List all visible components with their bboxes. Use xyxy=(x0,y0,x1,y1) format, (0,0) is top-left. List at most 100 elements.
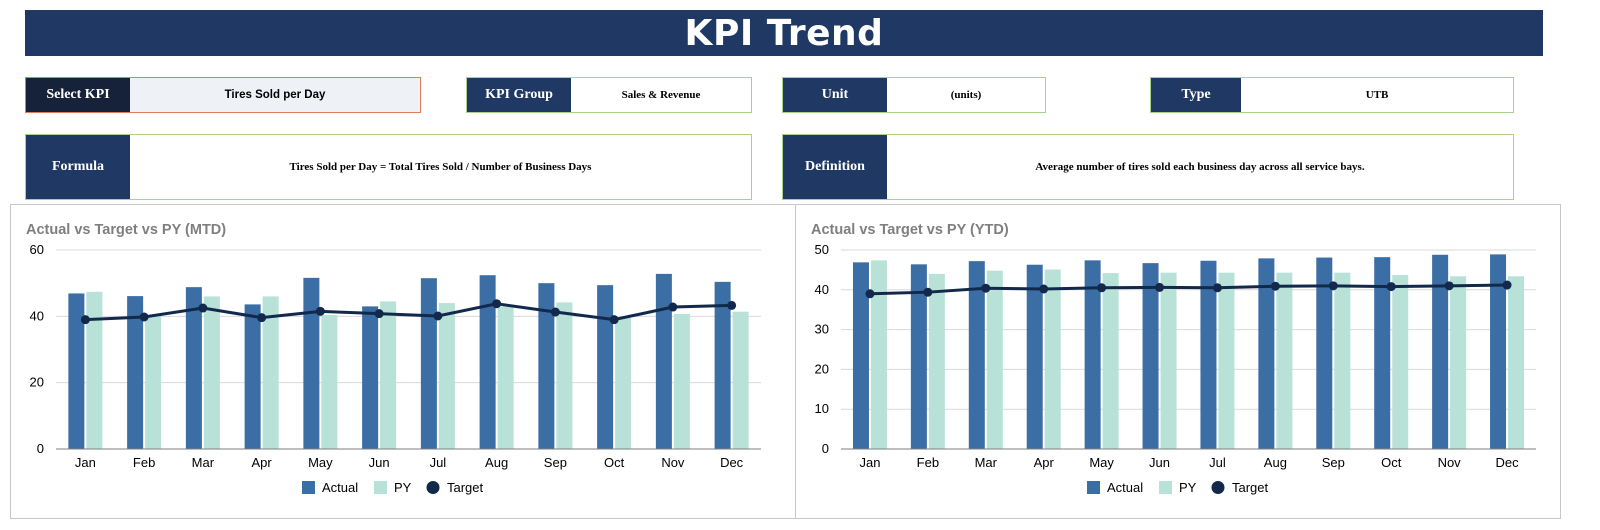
mtd-bar-actual xyxy=(68,293,85,449)
ytd-target-line xyxy=(869,283,1508,296)
unit-field: Unit (units) xyxy=(782,77,1046,113)
ytd-chart-panel: Actual vs Target vs PY (YTD) 0 10 20 30 40 50 J… xyxy=(795,204,1561,519)
ytd-bar-py xyxy=(1218,272,1235,449)
ytd-bar-py xyxy=(870,260,887,449)
ytd-target-point xyxy=(865,289,875,299)
kpi-group-label: KPI Group xyxy=(467,78,571,112)
mtd-target-point xyxy=(257,313,267,323)
ytd-x-tick-label: Nov xyxy=(1438,455,1462,470)
mtd-target-point xyxy=(727,300,737,310)
mtd-legend-target-swatch xyxy=(426,481,440,494)
mtd-chart-title: Actual vs Target vs PY (MTD) xyxy=(26,222,226,238)
ytd-bar-actual xyxy=(1200,260,1217,449)
mtd-bar-actual xyxy=(538,283,555,449)
mtd-bar-py xyxy=(380,301,397,449)
ytd-y-tick-label: 30 xyxy=(815,322,829,337)
mtd-bar-py xyxy=(438,303,455,449)
ytd-target-point xyxy=(1444,281,1454,291)
ytd-y-tick-label: 20 xyxy=(815,361,829,376)
select-kpi-value[interactable]: Tires Sold per Day xyxy=(130,78,420,112)
select-kpi-label: Select KPI xyxy=(26,78,130,112)
type-value: UTB xyxy=(1365,89,1389,101)
ytd-bar-py xyxy=(928,273,945,449)
ytd-x-tick-label: May xyxy=(1089,455,1114,470)
mtd-legend-actual-swatch xyxy=(302,481,315,494)
mtd-x-tick-label: Oct xyxy=(604,455,625,470)
kpi-group-value: Sales & Revenue xyxy=(621,89,701,101)
mtd-target-point xyxy=(433,311,443,321)
mtd-target-point xyxy=(139,312,149,322)
ytd-x-tick-label: Jul xyxy=(1209,455,1226,470)
ytd-bar-py xyxy=(1392,275,1409,449)
mtd-legend-actual: Actual xyxy=(322,480,358,495)
mtd-x-tick-label: Feb xyxy=(133,455,155,470)
mtd-bar-actual xyxy=(362,306,379,449)
ytd-y-tick-label: 0 xyxy=(822,441,829,456)
ytd-x-tick-label: Oct xyxy=(1381,455,1402,470)
mtd-bar-actual xyxy=(185,287,202,449)
ytd-x-tick-label: Jun xyxy=(1149,455,1170,470)
ytd-x-tick-label: Jan xyxy=(859,455,880,470)
ytd-bar-actual xyxy=(1258,258,1275,449)
ytd-x-tick-label: Sep xyxy=(1322,455,1345,470)
mtd-bar-py xyxy=(321,315,338,449)
mtd-bar-py xyxy=(732,311,749,449)
mtd-target-point xyxy=(492,299,502,309)
ytd-y-tick-label: 40 xyxy=(815,282,829,297)
mtd-legend-target: Target xyxy=(447,480,484,495)
mtd-target-point xyxy=(550,307,560,317)
mtd-x-tick-label: Sep xyxy=(544,455,567,470)
mtd-bar-py xyxy=(615,317,632,449)
mtd-y-tick-label: 20 xyxy=(30,375,44,390)
mtd-bar-py xyxy=(673,314,690,449)
kpi-group-field: KPI Group Sales & Revenue xyxy=(466,77,752,113)
mtd-x-tick-label: Nov xyxy=(661,455,685,470)
definition-field: Definition Average number of tires sold … xyxy=(782,134,1514,200)
ytd-bar-actual xyxy=(1490,254,1507,449)
mtd-bar-actual xyxy=(479,275,496,449)
mtd-bar-actual xyxy=(655,273,672,449)
ytd-target-point xyxy=(981,283,991,293)
mtd-y-tick-label: 0 xyxy=(37,441,44,456)
mtd-bar-actual xyxy=(303,277,320,449)
formula-field: Formula Tires Sold per Day = Total Tires… xyxy=(25,134,752,200)
mtd-chart-panel: Actual vs Target vs PY (MTD) 0 20 40 60 Jan Fe… xyxy=(10,204,800,519)
ytd-bar-py xyxy=(1450,276,1467,449)
ytd-bar-actual xyxy=(968,261,985,449)
ytd-bar-actual xyxy=(1084,260,1101,449)
definition-value: Average number of tires sold each busine… xyxy=(1035,161,1365,173)
ytd-legend-py-swatch xyxy=(1159,481,1172,494)
ytd-bar-py xyxy=(1276,272,1293,449)
ytd-target-point xyxy=(1155,282,1165,292)
ytd-target-point xyxy=(1328,281,1338,291)
ytd-bar-py xyxy=(1334,272,1351,449)
mtd-bar-py xyxy=(262,296,279,449)
mtd-x-tick-label: Aug xyxy=(485,455,508,470)
mtd-target-point xyxy=(609,315,619,325)
mtd-x-tick-label: Jun xyxy=(369,455,390,470)
ytd-legend-actual-swatch xyxy=(1087,481,1100,494)
ytd-x-tick-label: Aug xyxy=(1264,455,1287,470)
mtd-x-tick-label: May xyxy=(308,455,333,470)
mtd-bar-py xyxy=(556,302,573,449)
ytd-bar-py xyxy=(1044,269,1061,449)
ytd-legend-py: PY xyxy=(1179,480,1197,495)
ytd-bar-actual xyxy=(1316,257,1333,449)
mtd-target-point xyxy=(668,302,678,312)
ytd-bar-py xyxy=(1102,273,1119,449)
mtd-target-point xyxy=(198,303,208,313)
mtd-y-tick-label: 60 xyxy=(30,242,44,257)
formula-label: Formula xyxy=(26,135,130,199)
mtd-bar-py xyxy=(145,316,162,449)
ytd-x-tick-label: Dec xyxy=(1495,455,1519,470)
mtd-bar-actual xyxy=(597,285,614,449)
mtd-bar-actual xyxy=(244,304,261,449)
mtd-bar-actual xyxy=(420,278,437,449)
ytd-x-tick-label: Mar xyxy=(975,455,998,470)
ytd-y-tick-label: 50 xyxy=(815,242,829,257)
unit-label: Unit xyxy=(783,78,887,112)
mtd-bar-py xyxy=(86,291,103,449)
select-kpi-field[interactable]: Select KPI Tires Sold per Day xyxy=(25,77,421,113)
ytd-bar-py xyxy=(1160,272,1177,449)
mtd-x-tick-label: Jul xyxy=(430,455,447,470)
